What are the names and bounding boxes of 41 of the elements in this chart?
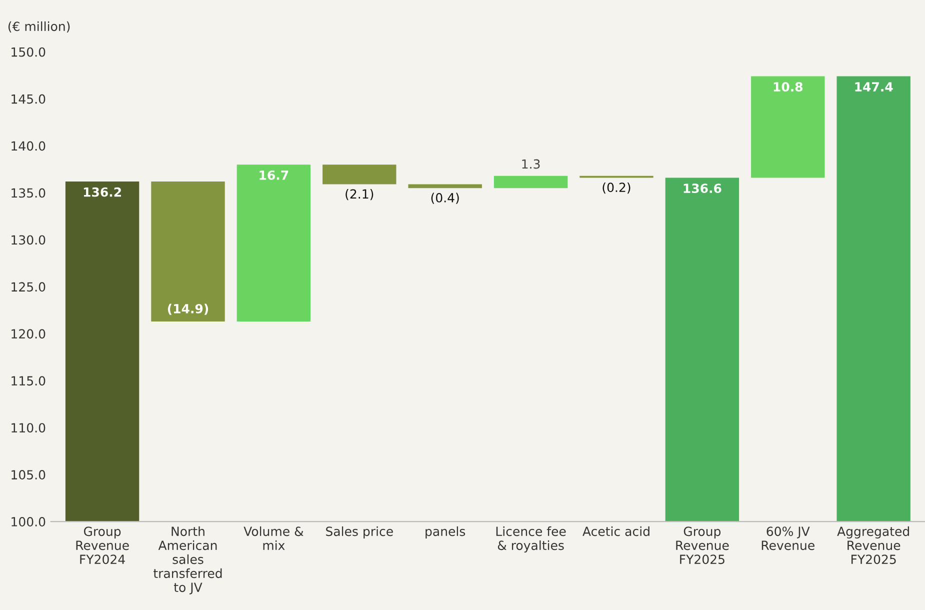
bar xyxy=(151,181,225,322)
y-tick-label: 150.0 xyxy=(12,47,46,57)
data-label: (14.9) xyxy=(168,304,208,315)
y-tick-label: 125.0 xyxy=(12,282,46,292)
y-tick-label: 120.0 xyxy=(12,329,46,339)
y-tick-label: 140.0 xyxy=(12,141,46,151)
data-label: (0.2) xyxy=(602,182,630,194)
data-label: 16.7 xyxy=(260,170,288,180)
y-tick-label: 135.0 xyxy=(12,188,46,198)
y-tick-label: 145.0 xyxy=(12,94,46,104)
bar xyxy=(751,76,825,178)
x-tick-label: Aggregated Revenue FY2025 xyxy=(837,526,909,564)
x-tick-label: panels xyxy=(426,526,466,539)
x-tick-label: North American sales transferred to JV xyxy=(154,526,222,594)
data-label: 147.4 xyxy=(855,82,893,92)
x-tick-label: Sales price xyxy=(326,526,393,539)
x-tick-label: Acetic acid xyxy=(582,526,650,536)
y-tick-label: 110.0 xyxy=(12,423,46,433)
x-tick-label: Licence fee & royalties xyxy=(496,526,566,553)
x-tick-label: Volume & mix xyxy=(244,526,304,550)
x-tick-label: Group Revenue FY2024 xyxy=(76,526,129,564)
bar xyxy=(836,76,910,522)
bar xyxy=(494,176,568,188)
y-tick-label: 105.0 xyxy=(12,470,46,480)
bar xyxy=(408,184,482,188)
data-label: (2.1) xyxy=(346,189,374,200)
data-label: 10.8 xyxy=(774,82,803,92)
data-label: 136.2 xyxy=(84,187,121,197)
bar xyxy=(236,164,311,322)
data-label: 1.3 xyxy=(522,159,540,169)
bar xyxy=(65,181,140,522)
x-tick-label: 60% JV Revenue xyxy=(762,526,814,550)
x-tick-label: Group Revenue FY2025 xyxy=(676,526,729,564)
y-axis-title: (€ million) xyxy=(8,21,70,33)
data-label: (0.4) xyxy=(431,192,459,204)
y-tick-label: 115.0 xyxy=(12,376,46,386)
data-label: 136.6 xyxy=(684,184,722,194)
y-tick-label: 130.0 xyxy=(12,235,46,245)
bar xyxy=(665,178,740,522)
y-tick-label: 100.0 xyxy=(12,517,46,526)
bar xyxy=(322,164,396,184)
